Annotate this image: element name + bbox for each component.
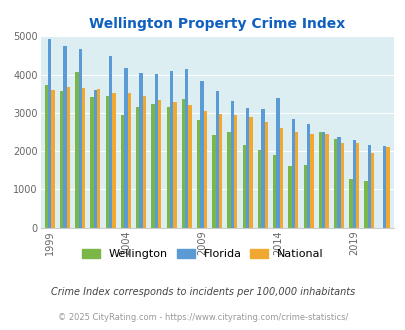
Bar: [112, 93, 115, 228]
Bar: [158, 100, 161, 228]
Bar: [166, 107, 169, 228]
Bar: [51, 90, 55, 228]
Bar: [63, 46, 66, 228]
Bar: [60, 91, 63, 228]
Bar: [364, 182, 367, 228]
Bar: [318, 132, 321, 228]
Bar: [260, 109, 264, 228]
Bar: [367, 145, 370, 228]
Bar: [154, 74, 158, 228]
Bar: [181, 99, 185, 228]
Bar: [196, 120, 200, 228]
Bar: [288, 166, 291, 228]
Bar: [382, 146, 386, 228]
Bar: [82, 88, 85, 228]
Bar: [169, 71, 173, 228]
Bar: [188, 105, 191, 228]
Bar: [370, 153, 373, 228]
Bar: [173, 102, 176, 228]
Bar: [333, 139, 337, 228]
Bar: [230, 101, 234, 228]
Bar: [337, 137, 340, 228]
Bar: [309, 134, 313, 228]
Bar: [273, 155, 276, 228]
Bar: [124, 68, 127, 228]
Bar: [294, 132, 298, 228]
Bar: [66, 87, 70, 228]
Bar: [48, 39, 51, 228]
Bar: [249, 117, 252, 228]
Bar: [242, 146, 245, 228]
Bar: [291, 119, 294, 228]
Bar: [355, 144, 358, 228]
Bar: [348, 179, 352, 228]
Bar: [340, 143, 343, 228]
Text: Crime Index corresponds to incidents per 100,000 inhabitants: Crime Index corresponds to incidents per…: [51, 287, 354, 297]
Bar: [105, 96, 109, 228]
Bar: [279, 128, 282, 228]
Text: © 2025 CityRating.com - https://www.cityrating.com/crime-statistics/: © 2025 CityRating.com - https://www.city…: [58, 313, 347, 322]
Bar: [200, 81, 203, 228]
Bar: [218, 115, 222, 228]
Bar: [264, 122, 267, 228]
Title: Wellington Property Crime Index: Wellington Property Crime Index: [89, 17, 345, 31]
Bar: [45, 85, 48, 228]
Bar: [203, 111, 207, 228]
Bar: [352, 140, 355, 228]
Bar: [151, 104, 154, 228]
Bar: [97, 89, 100, 228]
Legend: Wellington, Florida, National: Wellington, Florida, National: [78, 244, 327, 263]
Bar: [94, 90, 97, 228]
Bar: [306, 123, 309, 228]
Bar: [386, 147, 389, 228]
Bar: [215, 91, 218, 228]
Bar: [75, 72, 78, 228]
Bar: [303, 165, 306, 228]
Bar: [325, 134, 328, 228]
Bar: [121, 115, 124, 228]
Bar: [109, 56, 112, 228]
Bar: [212, 135, 215, 228]
Bar: [127, 93, 130, 228]
Bar: [143, 96, 146, 228]
Bar: [257, 150, 260, 228]
Bar: [227, 132, 230, 228]
Bar: [245, 108, 249, 228]
Bar: [136, 107, 139, 228]
Bar: [139, 74, 143, 228]
Bar: [276, 98, 279, 228]
Bar: [90, 97, 94, 228]
Bar: [321, 132, 325, 228]
Bar: [78, 49, 82, 228]
Bar: [234, 115, 237, 228]
Bar: [185, 69, 188, 228]
